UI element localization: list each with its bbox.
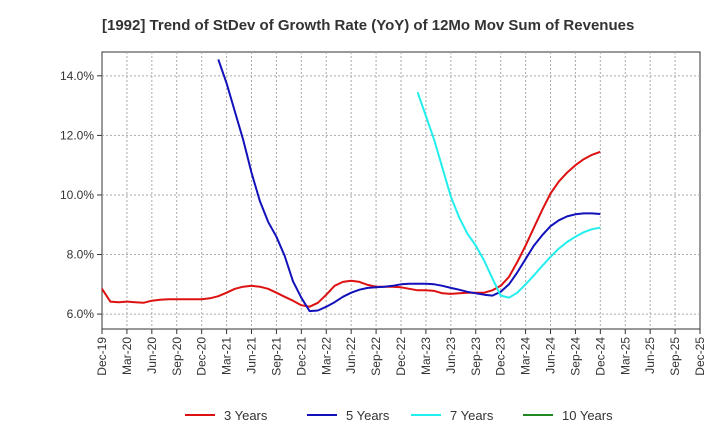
series-line (217, 59, 601, 313)
x-tick-label: Mar-23 (419, 337, 433, 375)
series-lines (101, 59, 601, 313)
x-tick-label: Jun-21 (245, 337, 259, 374)
x-tick-label: Jun-20 (145, 337, 159, 374)
x-tick-label: Mar-21 (220, 337, 234, 375)
x-tick-label: Jun-23 (444, 337, 458, 374)
x-tick-label: Mar-25 (618, 337, 632, 375)
x-tick-label: Jun-22 (344, 337, 358, 374)
legend-label: 5 Years (346, 408, 390, 423)
y-tick-label: 10.0% (60, 188, 94, 202)
legend-label: 3 Years (224, 408, 268, 423)
chart-title: [1992] Trend of StDev of Growth Rate (Yo… (102, 17, 634, 34)
x-tick-label: Dec-21 (294, 337, 308, 376)
legend-label: 7 Years (450, 408, 494, 423)
x-tick-label: Mar-24 (519, 337, 533, 375)
x-tick-label: Sep-20 (170, 337, 184, 376)
x-tick-label: Jun-25 (643, 337, 657, 374)
series-line (416, 91, 601, 299)
x-tick-label: Sep-22 (369, 337, 383, 376)
y-tick-label: 8.0% (67, 248, 95, 262)
y-axis: 6.0% 8.0% 10.0% 12.0% 14.0% (60, 69, 102, 321)
x-tick-label: Dec-19 (95, 337, 109, 376)
x-tick-label: Dec-22 (394, 337, 408, 376)
x-tick-label: Dec-23 (494, 337, 508, 376)
x-tick-label: Dec-24 (593, 337, 607, 376)
x-tick-label: Mar-20 (120, 337, 134, 375)
series-line (101, 150, 601, 308)
y-tick-label: 12.0% (60, 128, 94, 142)
x-tick-label: Sep-23 (469, 337, 483, 376)
x-tick-label: Jun-24 (544, 337, 558, 374)
x-tick-label: Sep-21 (269, 337, 283, 376)
plot-area-frame (101, 51, 701, 330)
y-tick-label: 14.0% (60, 69, 94, 83)
legend-label: 10 Years (562, 408, 613, 423)
x-tick-label: Dec-25 (693, 337, 707, 376)
x-tick-label: Dec-20 (195, 337, 209, 376)
y-tick-label: 6.0% (67, 307, 95, 321)
legend: 3 Years 5 Years 7 Years 10 Years (185, 408, 613, 423)
x-tick-label: Sep-25 (668, 337, 682, 376)
x-axis: Dec-19 Mar-20 Jun-20 Sep-20 Dec-20 Mar-21 Jun-… (95, 329, 707, 376)
x-tick-label: Mar-22 (319, 337, 333, 375)
x-tick-label: Sep-24 (568, 337, 582, 376)
